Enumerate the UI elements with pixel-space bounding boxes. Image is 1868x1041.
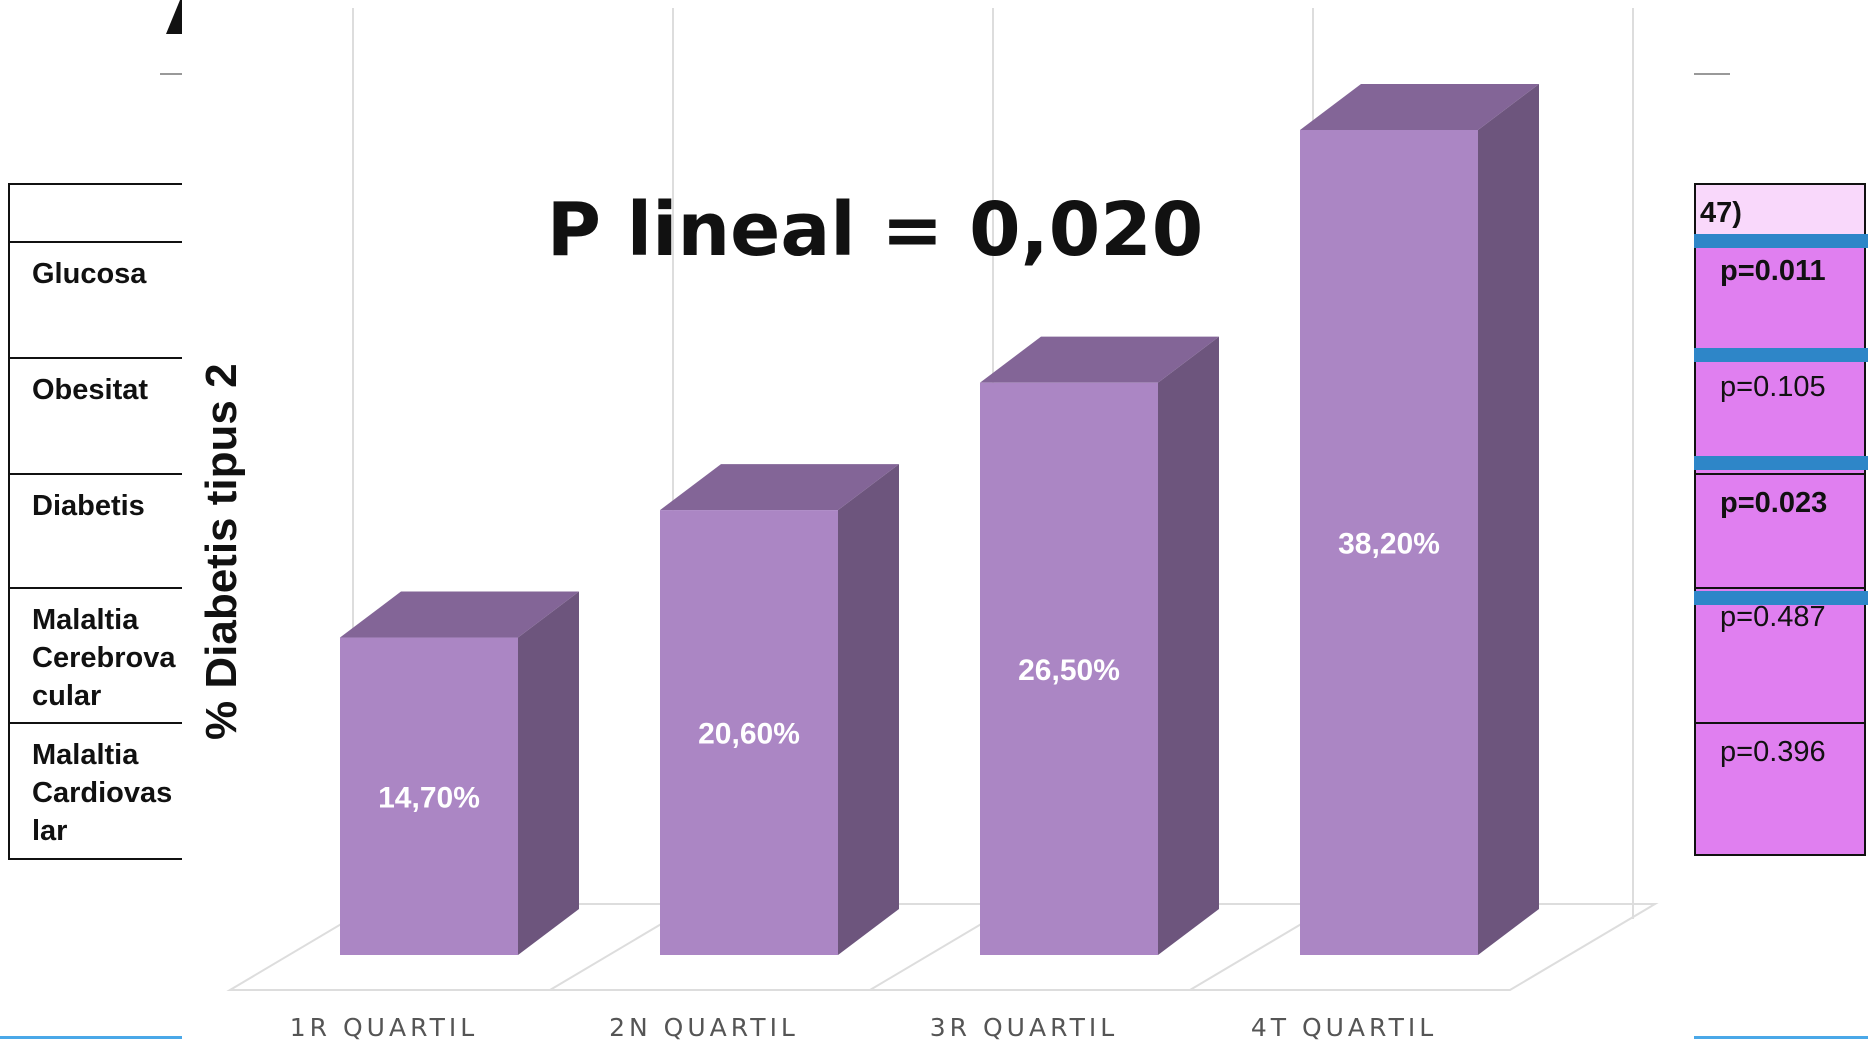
table-row-diabetis: Diabetis: [8, 473, 186, 589]
data-label: 38,20%: [1338, 528, 1440, 561]
table-cell-p-glucosa: p=0.011: [1694, 241, 1866, 357]
row-label-glucosa: Glucosa: [32, 258, 147, 290]
data-label: 20,60%: [698, 718, 800, 751]
p-value-obesitat: p=0.105: [1720, 371, 1826, 403]
slide-rule-top-left: [160, 73, 184, 75]
table-row-cerebrovascular: Malaltia Cerebrova cular: [8, 587, 186, 724]
category-label: 2N QUARTIL: [609, 1013, 799, 1041]
chart-bars: [340, 84, 1539, 956]
p-value-glucosa: p=0.011: [1720, 255, 1826, 287]
category-label: 1R QUARTIL: [290, 1013, 478, 1041]
slide-rule-bottom-right: [1694, 1036, 1868, 1039]
bar-top: [340, 591, 579, 638]
row-separator: [1694, 456, 1868, 470]
bar-side: [1158, 336, 1219, 956]
p-lineal-annotation: P lineal = 0,020: [547, 187, 1204, 273]
table-row-cardiovascular: Malaltia Cardiovas lar: [8, 722, 186, 860]
table-row-glucosa: Glucosa: [8, 241, 186, 359]
table-cell-p-obesitat: p=0.105: [1694, 357, 1866, 473]
bar-top: [980, 336, 1219, 383]
table-row-obesitat: Obesitat: [8, 357, 186, 475]
y-axis-label: % Diabetis tipus 2: [197, 363, 246, 740]
slide-rule-bottom-left: [0, 1036, 184, 1039]
category-label: 3R QUARTIL: [930, 1013, 1118, 1041]
row-separator: [1694, 234, 1868, 248]
row-label-diabetis: Diabetis: [32, 490, 145, 522]
row-label-obesitat: Obesitat: [32, 374, 149, 406]
left-table-header-row: [8, 183, 186, 243]
right-table-header-text: 47): [1700, 197, 1742, 229]
bar-top: [1300, 84, 1539, 130]
bar: [980, 382, 1158, 956]
table-cell-p-diabetis: p=0.023: [1694, 473, 1866, 587]
row-separator: [1694, 591, 1868, 605]
right-table-header: 47): [1694, 183, 1866, 241]
table-cell-p-cerebrovascular: p=0.487: [1694, 587, 1866, 722]
row-label-cardiovascular: Malaltia Cardiovas lar: [32, 739, 173, 847]
slide-rule-top-right: [1694, 73, 1730, 75]
bar: [1300, 130, 1478, 955]
bar-chart: 14,70% 1R QUARTIL 20,60% 2N QUARTIL 26,50% 3R…: [197, 8, 1659, 1041]
data-label: 26,50%: [1018, 654, 1120, 687]
row-label-cerebrovascular: Malaltia Cerebrova cular: [32, 604, 176, 712]
bar-side: [838, 464, 899, 955]
p-value-cerebrovascular: p=0.487: [1720, 601, 1826, 633]
bar-top: [660, 464, 899, 511]
chart-panel: 14,70% 1R QUARTIL 20,60% 2N QUARTIL 26,50% 3R…: [182, 0, 1694, 1041]
bar: [340, 637, 518, 955]
table-cell-p-cardiovascular: p=0.396: [1694, 722, 1866, 856]
bar-side: [518, 591, 579, 955]
category-label: 4T QUARTIL: [1251, 1013, 1437, 1041]
p-value-cardiovascular: p=0.396: [1720, 736, 1826, 768]
chart-labels: 14,70% 1R QUARTIL 20,60% 2N QUARTIL 26,50% 3R…: [290, 528, 1440, 1041]
data-label: 14,70%: [378, 781, 480, 814]
p-value-diabetis: p=0.023: [1720, 487, 1828, 519]
row-separator: [1694, 348, 1868, 362]
bar-side: [1478, 84, 1539, 955]
chart-floor: [226, 903, 1659, 991]
bar: [660, 510, 838, 955]
